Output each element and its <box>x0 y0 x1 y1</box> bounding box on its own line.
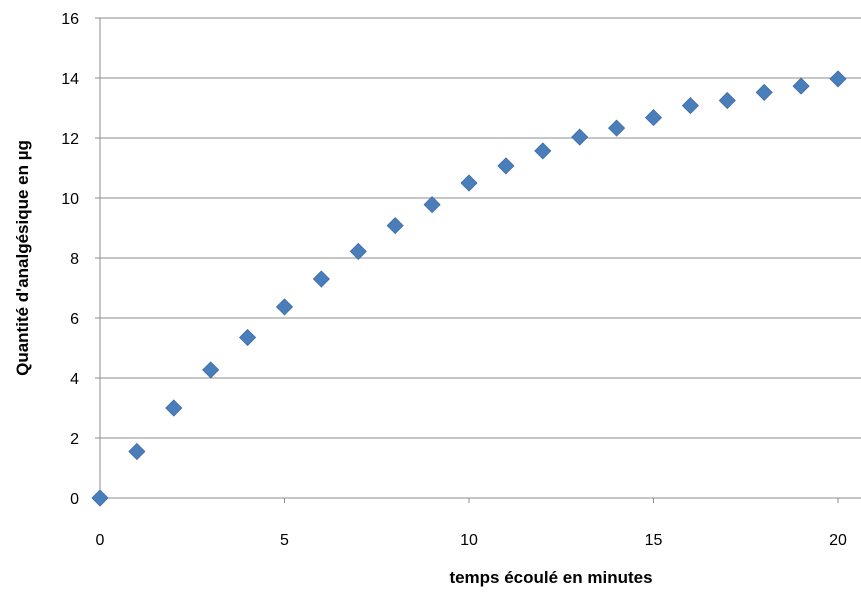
y-tick-label: 6 <box>70 311 79 328</box>
y-tick-label: 4 <box>70 371 79 388</box>
y-tick-label: 10 <box>61 191 79 208</box>
y-tick-label: 0 <box>70 491 79 508</box>
data-point <box>312 270 330 288</box>
y-tick-label: 2 <box>70 431 79 448</box>
data-point <box>571 128 589 146</box>
x-tick-labels: 0 5 10 15 20 <box>96 532 847 549</box>
data-point <box>460 174 478 192</box>
data-point <box>202 361 220 379</box>
x-axis-title: temps écoulé en minutes <box>449 568 652 587</box>
y-tick-label: 16 <box>61 11 79 28</box>
data-point <box>128 442 146 461</box>
y-tick-labels: 0 2 4 6 8 10 12 14 16 <box>61 11 79 508</box>
x-tick-label: 0 <box>96 532 105 549</box>
data-point <box>829 70 847 88</box>
data-point <box>792 77 810 95</box>
data-point <box>386 217 404 235</box>
data-point <box>644 109 663 127</box>
x-tick-label: 10 <box>460 532 478 549</box>
y-tick-label: 8 <box>70 251 79 268</box>
data-point <box>497 157 515 175</box>
x-tick-label: 5 <box>280 532 289 549</box>
data-point <box>423 196 441 214</box>
data-point <box>275 298 294 316</box>
data-point <box>349 242 367 260</box>
data-point <box>534 142 552 160</box>
y-axis-title: Quantité d'analgésique en µg <box>13 140 32 376</box>
data-point <box>239 328 257 347</box>
data-point <box>681 97 699 115</box>
data-point <box>755 83 773 101</box>
data-point <box>608 119 626 137</box>
data-points <box>91 70 847 507</box>
x-tick-label: 20 <box>829 532 847 549</box>
data-point <box>718 91 736 110</box>
gridlines <box>100 17 861 439</box>
y-tick-label: 12 <box>61 131 79 148</box>
axes <box>95 17 861 503</box>
y-tick-label: 14 <box>61 71 79 88</box>
data-point <box>165 399 183 417</box>
data-point <box>91 489 109 507</box>
x-tick-label: 15 <box>645 532 663 549</box>
